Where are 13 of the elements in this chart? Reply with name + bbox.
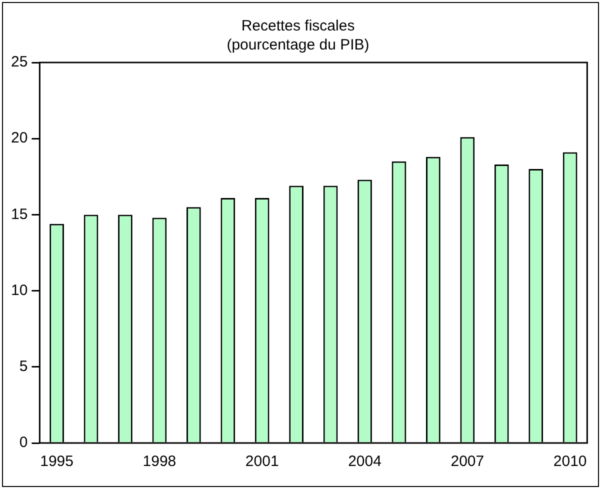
x-tick-label: 2010 [553,453,587,470]
x-tick-label: 1995 [40,453,74,470]
y-tick-label: 20 [10,130,28,147]
y-tick-label: 15 [10,206,28,223]
x-tick-label: 1998 [142,453,176,470]
x-tick-label: 2004 [348,453,382,470]
y-tick-label: 10 [10,282,28,299]
y-tick-label: 25 [10,54,28,71]
y-tick-label: 0 [19,434,28,452]
chart-title: Recettes fiscales (pourcentage du PIB) [226,18,370,54]
y-tick-label: 5 [19,358,28,376]
x-tick-label: 2001 [245,453,279,470]
x-tick-label: 2007 [450,453,484,470]
